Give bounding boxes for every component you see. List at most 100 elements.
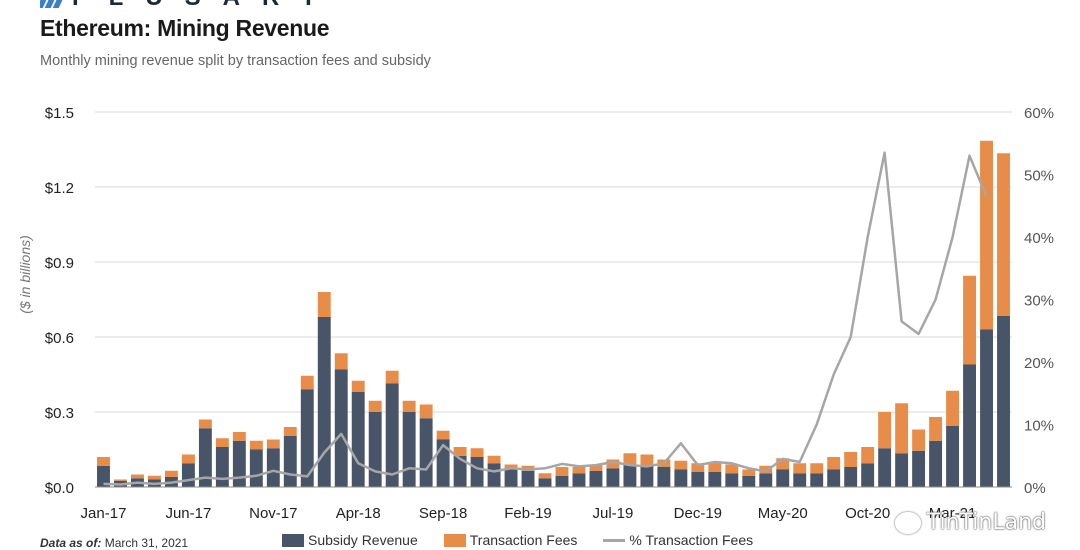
x-tick-label: Sep-18 [419, 505, 467, 522]
bar-subsidy [793, 473, 807, 487]
bar-subsidy [657, 467, 671, 487]
legend-label-pct: % Transaction Fees [629, 532, 754, 548]
y2-tick-label: 40% [1024, 230, 1054, 247]
bar-subsidy [674, 469, 688, 487]
bar-fees [538, 473, 552, 479]
bar-subsidy [861, 463, 875, 487]
bar-subsidy [249, 449, 263, 487]
bar-fees [470, 448, 484, 457]
bar-subsidy [198, 428, 212, 487]
bar-subsidy [300, 389, 314, 487]
bar-fees [912, 429, 926, 451]
bar-fees [793, 463, 807, 474]
bar-subsidy [691, 472, 705, 487]
bar-fees [232, 432, 246, 441]
bar-subsidy [776, 469, 790, 487]
x-tick-label: Oct-20 [845, 505, 890, 522]
logo-text: FLUSARY [72, 0, 338, 10]
bar-subsidy [181, 463, 195, 487]
x-tick-label: May-20 [758, 505, 808, 522]
bar-fees [861, 447, 875, 464]
x-tick-label: Dec-19 [674, 505, 722, 522]
bar-subsidy [283, 435, 297, 487]
x-tick-label: Feb-19 [504, 505, 552, 522]
bar-fees [114, 479, 127, 481]
bar-subsidy [368, 412, 382, 487]
x-tick-label: Jan-17 [81, 505, 127, 522]
bar-subsidy [963, 364, 976, 487]
x-tick-label: Apr-18 [336, 505, 381, 522]
y-tick-label: $0.3 [45, 405, 74, 422]
bar-subsidy [708, 472, 722, 487]
chart-legend: Subsidy Revenue Transaction Fees % Trans… [282, 532, 753, 548]
bar-fees [929, 417, 943, 441]
legend-swatch-fees [443, 533, 466, 547]
bar-fees [725, 464, 739, 474]
bar-subsidy [555, 475, 569, 487]
bar-subsidy [878, 448, 892, 487]
bar-fees [164, 470, 178, 477]
chart-title: Ethereum: Mining Revenue [40, 15, 330, 41]
legend-item-fees: Transaction Fees [443, 532, 578, 548]
bar-fees [147, 475, 161, 480]
bar-fees [419, 404, 433, 419]
bar-subsidy [538, 478, 552, 487]
bar-subsidy [929, 440, 943, 487]
pct-fees-line [103, 151, 988, 486]
legend-label-fees: Transaction Fees [469, 532, 578, 548]
bar-fees [742, 469, 756, 476]
bar-subsidy [453, 455, 467, 487]
bar-fees [963, 275, 976, 365]
legend-swatch-pct [603, 538, 626, 542]
bar-fees [572, 467, 586, 474]
bar-fees [181, 454, 195, 464]
bar-subsidy [470, 457, 484, 487]
bar-subsidy [606, 468, 620, 487]
bar-subsidy [640, 465, 654, 487]
bar-subsidy [317, 317, 331, 487]
bar-fees [487, 455, 501, 464]
watermark-text: TinTinLand [926, 510, 1046, 535]
bar-subsidy [334, 369, 348, 487]
y2-tick-label: 30% [1024, 293, 1054, 310]
bar-subsidy [572, 473, 586, 487]
bar-fees [317, 292, 331, 317]
bar-subsidy [844, 467, 858, 487]
brand-logo: FLUSARY [40, 0, 338, 10]
chart-subtitle: Monthly mining revenue split by transact… [40, 53, 431, 69]
bar-subsidy [623, 464, 637, 487]
bar-subsidy [895, 453, 909, 487]
bar-fees [436, 430, 450, 440]
bar-fees [555, 467, 569, 476]
legend-swatch-subsidy [282, 533, 304, 547]
y-tick-label: $1.2 [45, 180, 74, 197]
bar-subsidy [521, 470, 535, 487]
bar-fees [776, 458, 790, 470]
bar-fees [895, 403, 909, 454]
bar-fees [334, 353, 348, 370]
bar-fees [215, 438, 229, 447]
bar-fees [827, 457, 841, 470]
legend-item-pct: % Transaction Fees [603, 532, 753, 548]
bar-subsidy [997, 315, 1010, 487]
y-tick-label: $0.0 [45, 480, 74, 497]
bar-fees [691, 463, 705, 472]
bar-fees [708, 462, 722, 472]
bar-subsidy [827, 469, 841, 487]
y-tick-label: $1.5 [45, 105, 74, 122]
bar-fees [606, 459, 620, 469]
bar-subsidy [385, 383, 399, 487]
bar-subsidy [232, 440, 246, 487]
bar-fees [385, 370, 399, 384]
legend-label-subsidy: Subsidy Revenue [308, 532, 418, 548]
x-tick-label: Mar-21 [929, 505, 977, 522]
bar-fees [368, 400, 382, 412]
bar-subsidy [912, 450, 926, 487]
watermark: TinTinLand [894, 510, 1046, 535]
y2-tick-label: 60% [1024, 105, 1054, 122]
bar-subsidy [810, 473, 824, 487]
bar-fees [640, 454, 654, 466]
bar-subsidy [402, 412, 416, 487]
bar-fees [810, 463, 824, 474]
bar-fees [997, 153, 1010, 316]
